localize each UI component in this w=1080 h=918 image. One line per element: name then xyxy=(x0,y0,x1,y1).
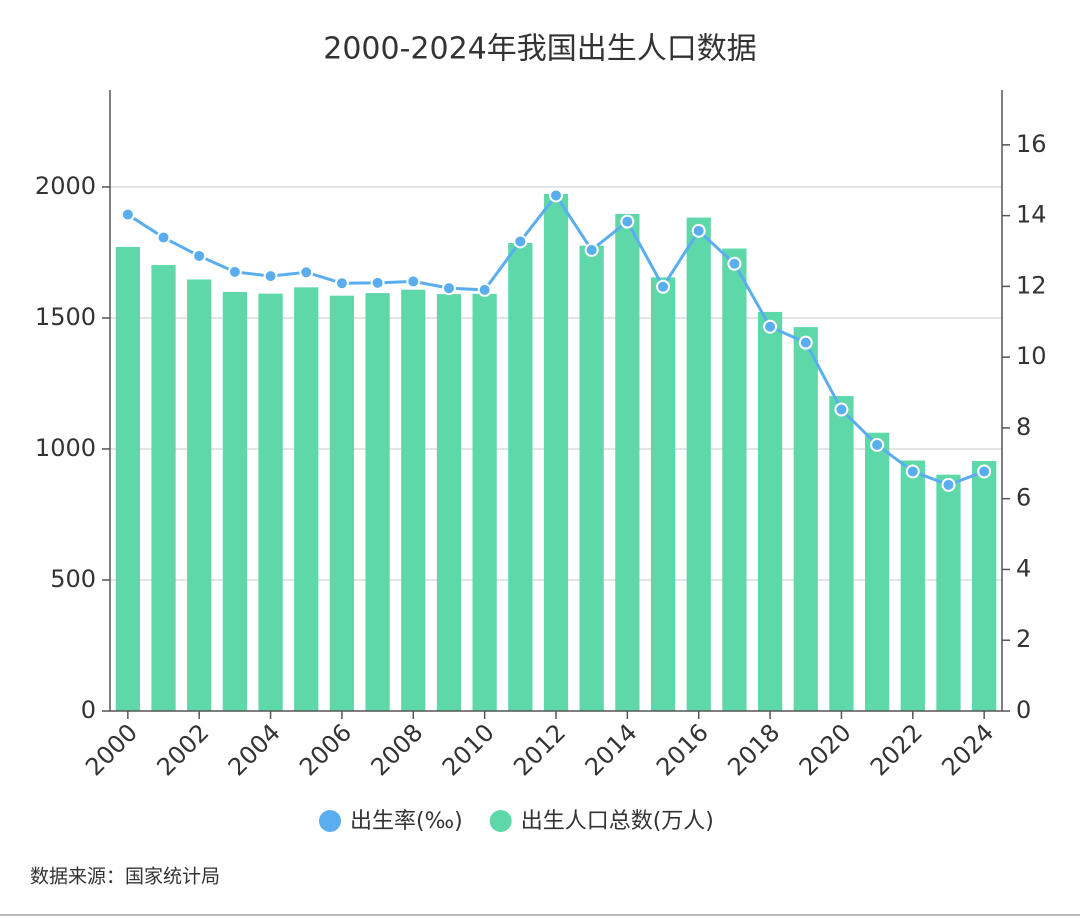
bar xyxy=(401,289,426,711)
point xyxy=(406,274,421,289)
point xyxy=(549,188,563,203)
point xyxy=(977,464,992,479)
point xyxy=(192,248,207,263)
bar xyxy=(543,194,569,711)
point xyxy=(941,477,956,492)
point xyxy=(798,335,813,350)
point xyxy=(263,269,278,284)
y2-tick-label: 16 xyxy=(1016,130,1047,158)
point xyxy=(120,207,135,222)
y2-tick-label: 6 xyxy=(1016,484,1031,512)
bar xyxy=(972,461,997,711)
point xyxy=(441,281,456,296)
point xyxy=(691,223,706,238)
bar xyxy=(472,293,497,711)
point xyxy=(584,242,599,257)
y2-tick-label: 4 xyxy=(1016,554,1031,582)
bar xyxy=(115,246,140,711)
chart-title: 2000-2024年我国出生人口数据 xyxy=(323,32,757,67)
y2-tick-label: 10 xyxy=(1016,342,1047,370)
point xyxy=(156,230,171,245)
bar xyxy=(757,311,783,711)
y2-tick-label: 8 xyxy=(1016,413,1031,441)
bar xyxy=(829,396,854,711)
y2-tick-label: 14 xyxy=(1016,201,1047,229)
bar xyxy=(294,287,319,711)
point xyxy=(370,275,385,290)
point xyxy=(870,437,885,452)
point xyxy=(620,214,635,229)
y-tick-label: 1500 xyxy=(35,303,96,331)
bar xyxy=(222,292,248,711)
y2-tick-label: 12 xyxy=(1016,271,1047,299)
y2-tick-label: 2 xyxy=(1016,625,1031,653)
bar xyxy=(258,293,283,711)
point xyxy=(477,282,492,297)
legend-marker xyxy=(489,810,512,832)
point xyxy=(656,279,671,294)
bar xyxy=(793,327,818,711)
legend-marker xyxy=(319,810,341,832)
bar xyxy=(365,293,390,711)
bar xyxy=(650,277,676,711)
source-note: 数据来源：国家统计局 xyxy=(30,866,220,888)
bar xyxy=(936,474,961,711)
point xyxy=(905,464,920,479)
point xyxy=(227,264,242,279)
bar xyxy=(615,213,640,711)
y-tick-label: 1000 xyxy=(35,434,96,462)
bar xyxy=(329,295,355,711)
bar xyxy=(187,279,212,711)
point xyxy=(763,319,778,334)
point xyxy=(299,265,314,280)
bar xyxy=(900,460,925,711)
bar xyxy=(686,217,711,711)
bar xyxy=(151,265,176,711)
point xyxy=(334,276,349,291)
y-tick-label: 0 xyxy=(81,696,96,724)
point xyxy=(513,234,528,249)
y-tick-label: 2000 xyxy=(35,172,96,200)
y2-tick-label: 0 xyxy=(1016,696,1031,724)
bar xyxy=(508,243,533,712)
legend-label: 出生人口总数(万人) xyxy=(521,809,714,834)
bar xyxy=(436,294,462,711)
bar xyxy=(864,432,890,711)
point xyxy=(834,402,849,417)
point xyxy=(727,256,742,271)
bar xyxy=(722,248,747,711)
bar xyxy=(579,245,604,711)
legend-label: 出生率(‰) xyxy=(350,809,463,834)
y-tick-label: 500 xyxy=(50,565,96,593)
